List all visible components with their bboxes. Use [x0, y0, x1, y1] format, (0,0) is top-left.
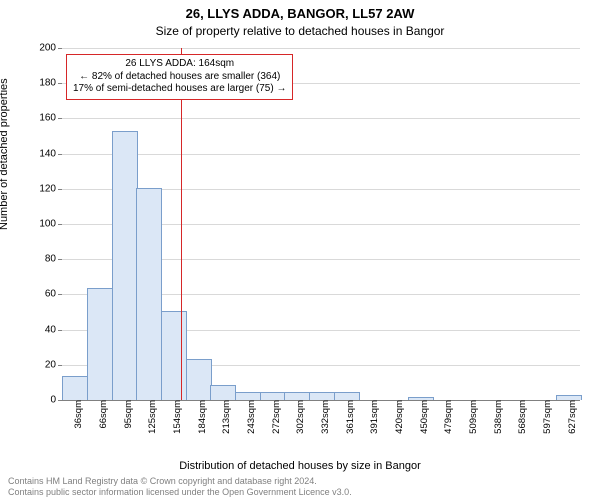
annotation-line: 17% of semi-detached houses are larger (… — [73, 83, 286, 96]
x-tick-label: 538sqm — [491, 400, 504, 434]
x-tick-label: 154sqm — [170, 400, 183, 434]
chart-subtitle: Size of property relative to detached ho… — [0, 24, 600, 38]
x-tick-label: 302sqm — [293, 400, 306, 434]
attribution: Contains HM Land Registry data © Crown c… — [8, 476, 592, 498]
y-tick-label: 160 — [39, 113, 62, 124]
y-tick-label: 80 — [45, 254, 62, 265]
x-tick-label: 125sqm — [145, 400, 158, 434]
histogram-bar — [284, 392, 310, 400]
grid-line — [62, 118, 580, 119]
histogram-bar — [186, 359, 212, 400]
y-tick-label: 20 — [45, 359, 62, 370]
y-tick-label: 140 — [39, 148, 62, 159]
chart-title: 26, LLYS ADDA, BANGOR, LL57 2AW — [0, 6, 600, 21]
x-tick-label: 420sqm — [392, 400, 405, 434]
y-tick-label: 60 — [45, 289, 62, 300]
histogram-bar — [260, 392, 286, 400]
x-tick-label: 509sqm — [466, 400, 479, 434]
histogram-bar — [235, 392, 261, 400]
y-tick-label: 180 — [39, 78, 62, 89]
attribution-line: Contains HM Land Registry data © Crown c… — [8, 476, 592, 487]
y-tick-label: 100 — [39, 219, 62, 230]
x-tick-label: 213sqm — [219, 400, 232, 434]
x-tick-label: 66sqm — [96, 400, 109, 429]
histogram-bar — [136, 188, 162, 400]
x-axis-label: Distribution of detached houses by size … — [0, 460, 600, 472]
y-tick-label: 200 — [39, 43, 62, 54]
x-tick-label: 184sqm — [195, 400, 208, 434]
x-tick-label: 243sqm — [244, 400, 257, 434]
histogram-bar — [112, 131, 138, 400]
histogram-bar — [87, 288, 113, 400]
x-tick-label: 36sqm — [71, 400, 84, 429]
y-tick-label: 120 — [39, 183, 62, 194]
y-axis-label: Number of detached properties — [0, 78, 10, 230]
x-tick-label: 568sqm — [515, 400, 528, 434]
marker-line — [181, 48, 182, 400]
x-tick-label: 391sqm — [367, 400, 380, 434]
x-tick-label: 332sqm — [318, 400, 331, 434]
chart-container: 26, LLYS ADDA, BANGOR, LL57 2AW Size of … — [0, 0, 600, 500]
plot-area: 02040608010012014016018020036sqm66sqm95s… — [62, 48, 580, 401]
x-tick-label: 95sqm — [121, 400, 134, 429]
grid-line — [62, 154, 580, 155]
x-tick-label: 627sqm — [565, 400, 578, 434]
grid-line — [62, 48, 580, 49]
histogram-bar — [210, 385, 236, 400]
y-tick-label: 0 — [50, 395, 62, 406]
attribution-line: Contains public sector information licen… — [8, 487, 592, 498]
y-tick-label: 40 — [45, 324, 62, 335]
x-tick-label: 450sqm — [417, 400, 430, 434]
histogram-bar — [161, 311, 187, 400]
histogram-bar — [62, 376, 88, 400]
x-tick-label: 479sqm — [441, 400, 454, 434]
annotation-line: 26 LLYS ADDA: 164sqm — [73, 58, 286, 71]
x-tick-label: 597sqm — [540, 400, 553, 434]
marker-annotation: 26 LLYS ADDA: 164sqm ← 82% of detached h… — [66, 54, 293, 100]
histogram-bar — [334, 392, 360, 400]
annotation-line: ← 82% of detached houses are smaller (36… — [73, 71, 286, 84]
histogram-bar — [309, 392, 335, 400]
x-tick-label: 272sqm — [269, 400, 282, 434]
x-tick-label: 361sqm — [343, 400, 356, 434]
